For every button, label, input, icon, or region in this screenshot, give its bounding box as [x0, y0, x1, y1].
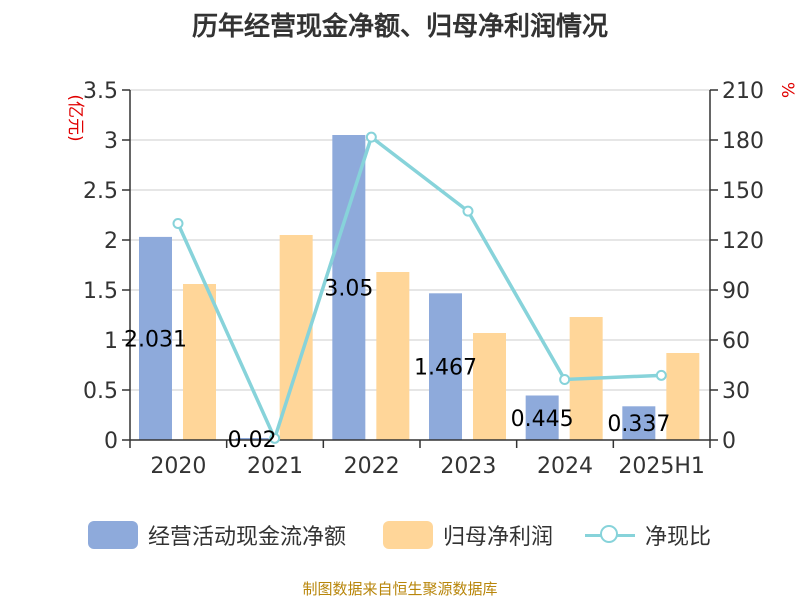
y-right-tick-label: 120	[722, 229, 764, 254]
legend-swatch-cash	[88, 521, 138, 549]
data-label-cash: 3.05	[324, 277, 373, 302]
ratio-point	[269, 432, 281, 444]
y-right-tick-label: 180	[722, 129, 764, 154]
y-left-tick-label: 2.5	[83, 179, 118, 204]
ratio-point	[655, 369, 667, 381]
data-labels-group: 2.031 0.02 3.05 1.467 0.445 0.337	[124, 277, 670, 454]
legend-item-ratio[interactable]: 净现比	[585, 518, 711, 552]
bar-cash	[139, 236, 172, 440]
y-right-axis-title: %	[777, 82, 797, 98]
legend-label-cash: 经营活动现金流净额	[148, 525, 347, 550]
bar-profit	[473, 333, 506, 440]
ratio-point	[559, 374, 571, 385]
y-left-tick-label: 3	[104, 129, 118, 154]
bar-cash	[622, 406, 656, 440]
legend-label-profit: 归母净利润	[443, 525, 554, 550]
x-tick-label: 2021	[247, 454, 303, 479]
legend-item-profit[interactable]: 归母净利润	[383, 518, 553, 552]
x-tick-label: 2020	[150, 454, 206, 479]
bars-group	[139, 135, 700, 440]
y-right-tick-label: 0	[722, 429, 736, 454]
y-right-tick-label: 60	[722, 329, 750, 354]
x-tick-label: 2023	[440, 454, 496, 479]
y-left-tick-label: 1.5	[83, 279, 118, 304]
data-label-cash: 0.02	[228, 428, 277, 453]
y-right-tick-label: 210	[722, 79, 764, 104]
y-right-tick-label: 30	[722, 379, 750, 404]
ratio-line-group	[172, 131, 667, 444]
data-label-cash: 2.031	[124, 327, 187, 352]
bar-profit	[183, 284, 216, 440]
bar-cash	[525, 395, 559, 440]
legend-line-ratio	[585, 521, 635, 549]
y-left-tick-label: 2	[104, 229, 118, 254]
data-label-cash: 0.445	[511, 407, 574, 432]
bar-cash	[332, 135, 366, 440]
y-left-axis-title: (亿元)	[65, 94, 85, 141]
ratio-point	[462, 205, 474, 217]
x-tick-label: 2025H1	[618, 454, 705, 479]
grid-lines	[130, 89, 710, 441]
data-label-cash: 0.337	[607, 412, 670, 437]
y-left-tick-label: 0.5	[83, 379, 118, 404]
axes-group: 0 0.5 1 1.5 2 2.5 3 3.5 0 30 60 90 120 150 180 210 (亿元)%…	[65, 79, 797, 479]
bar-profit	[666, 353, 700, 440]
y-right-tick-label: 90	[722, 279, 750, 304]
y-left-tick-label: 1	[104, 329, 118, 354]
legend-swatch-profit	[383, 521, 433, 549]
bar-profit	[376, 272, 410, 440]
source-note: 制图数据来自恒生聚源数据库	[302, 580, 498, 598]
legend: 经营活动现金流净额 归母净利润 净现比	[0, 518, 800, 552]
chart-title: 历年经营现金净额、归母净利润情况	[191, 12, 608, 42]
y-left-tick-label: 3.5	[83, 79, 118, 104]
bar-cash	[429, 293, 462, 440]
y-right-tick-label: 150	[722, 179, 764, 204]
legend-label-ratio: 净现比	[645, 525, 712, 550]
x-tick-label: 2024	[537, 454, 593, 479]
ratio-point	[365, 131, 377, 143]
y-left-tick-label: 0	[104, 429, 118, 454]
data-label-cash: 1.467	[414, 356, 477, 381]
legend-item-cash[interactable]: 经营活动现金流净额	[88, 518, 346, 552]
ratio-line	[176, 134, 662, 444]
ratio-point	[172, 218, 184, 229]
x-tick-label: 2022	[344, 454, 400, 479]
bar-cash	[235, 438, 269, 440]
